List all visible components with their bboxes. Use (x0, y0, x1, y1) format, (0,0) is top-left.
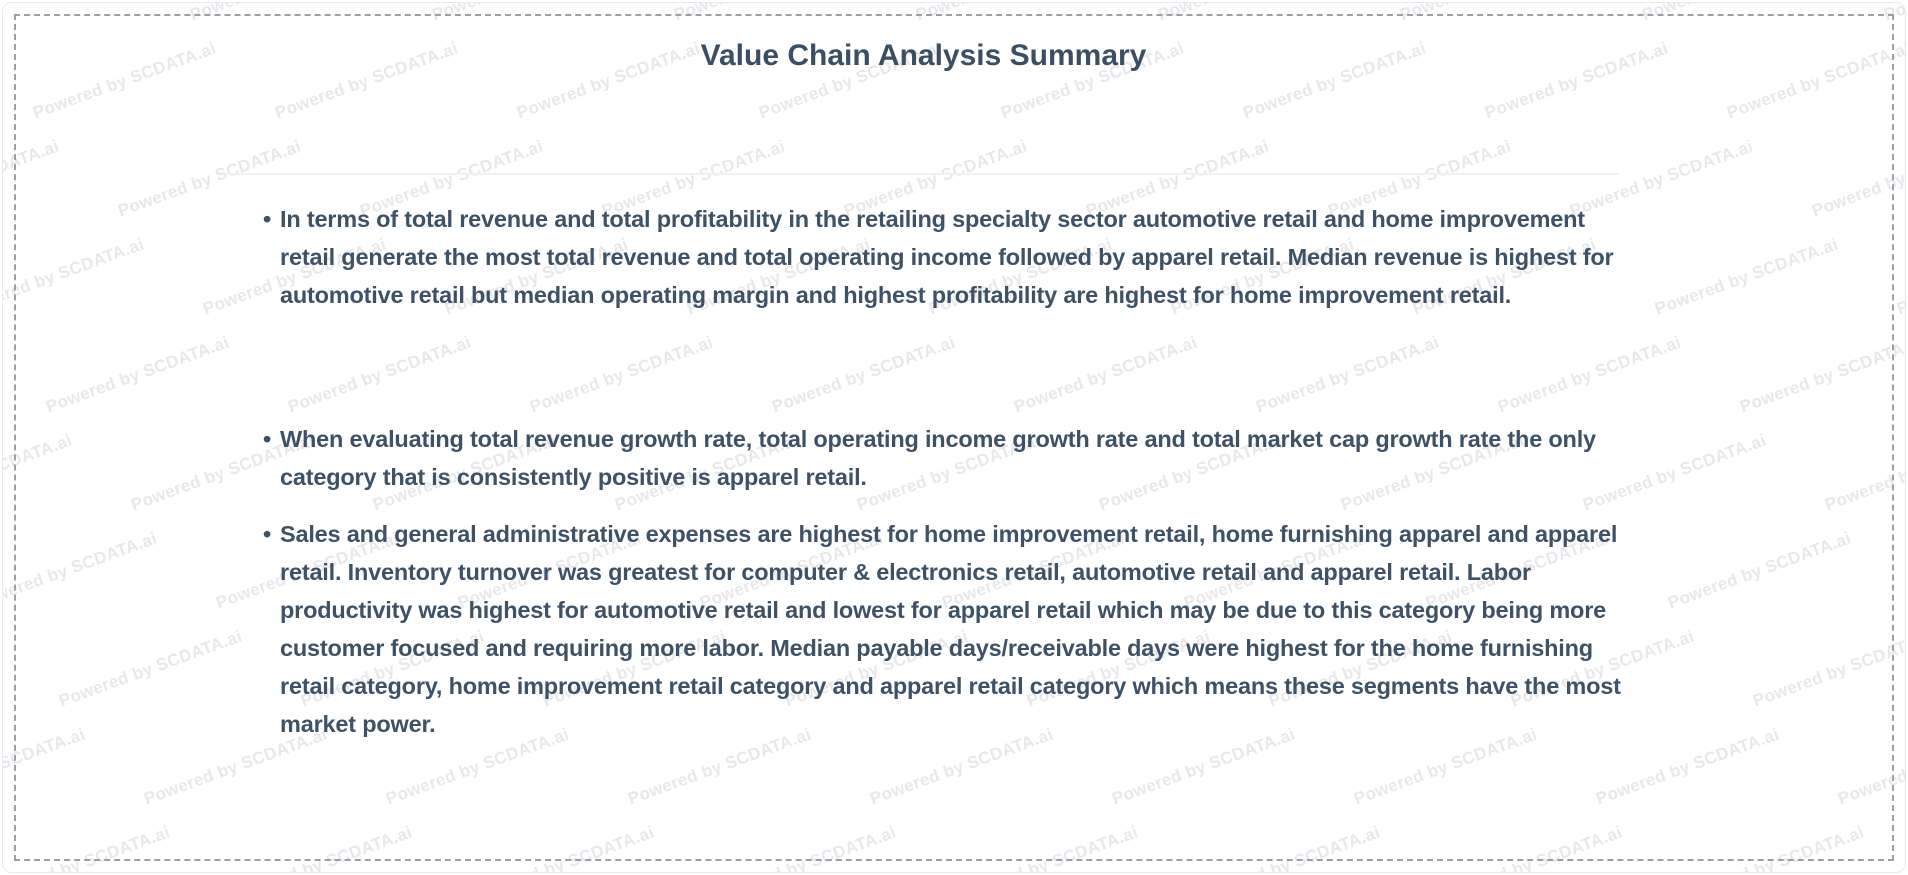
content-divider (228, 173, 1619, 175)
watermark-text: Powered by SCDATA.ai (1822, 431, 1905, 515)
watermark-text: Powered by SCDATA.ai (1809, 137, 1905, 221)
watermark-text: Powered by SCDATA.ai (3, 234, 147, 319)
watermark-text: Powered by SCDATA.ai (1678, 822, 1867, 872)
bullet-item: • In terms of total revenue and total pr… (216, 200, 1631, 314)
watermark-text: Powered by SCDATA.ai (3, 528, 160, 613)
bullet-item: • When evaluating total revenue growth r… (216, 420, 1631, 496)
watermark-text: Powered by SCDATA.ai (30, 38, 219, 123)
watermark-text: Powered by SCDATA.ai (1894, 235, 1905, 319)
watermark-text: Powered by SCDATA.ai (1881, 3, 1905, 25)
watermark-text: Powered by SCDATA.ai (710, 822, 899, 872)
bullet-marker-icon: • (263, 206, 272, 232)
page-title: Value Chain Analysis Summary (700, 39, 1147, 72)
watermark-text: Powered by SCDATA.ai (43, 332, 232, 417)
watermark-text: Powered by SCDATA.ai (1750, 626, 1905, 711)
watermark-text: Powered by SCDATA.ai (3, 430, 75, 515)
watermark-text: Powered by SCDATA.ai (3, 136, 62, 221)
watermark-text: Powered by SCDATA.ai (468, 822, 657, 872)
watermark-text: Powered by SCDATA.ai (3, 724, 88, 809)
bullet-marker-icon: • (263, 426, 272, 452)
watermark-text: Powered by SCDATA.ai (1639, 3, 1828, 25)
watermark-text: Powered by SCDATA.ai (3, 3, 134, 25)
watermark-text: Powered by SCDATA.ai (1665, 528, 1854, 613)
watermark-text: Powered by SCDATA.ai (1652, 234, 1841, 319)
watermark-text: Powered by SCDATA.ai (3, 822, 173, 872)
bullet-text: When evaluating total revenue growth rat… (280, 426, 1596, 490)
watermark-text: Powered by SCDATA.ai (952, 822, 1141, 872)
bullet-marker-icon: • (263, 521, 272, 547)
bullet-list: • In terms of total revenue and total pr… (216, 200, 1631, 743)
bullet-item: • Sales and general administrative expen… (216, 515, 1631, 743)
summary-content: Value Chain Analysis Summary • In terms … (216, 3, 1631, 743)
watermark-text: Powered by SCDATA.ai (1194, 822, 1383, 872)
bullet-text: In terms of total revenue and total prof… (280, 206, 1614, 308)
watermark-text: Powered by SCDATA.ai (1724, 38, 1905, 123)
watermark-text: Powered by SCDATA.ai (1737, 332, 1905, 417)
watermark-text: Powered by SCDATA.ai (1835, 725, 1905, 809)
bullet-text: Sales and general administrative expense… (280, 521, 1621, 737)
watermark-text: Powered by SCDATA.ai (226, 822, 415, 872)
watermark-text: Powered by SCDATA.ai (1436, 822, 1625, 872)
